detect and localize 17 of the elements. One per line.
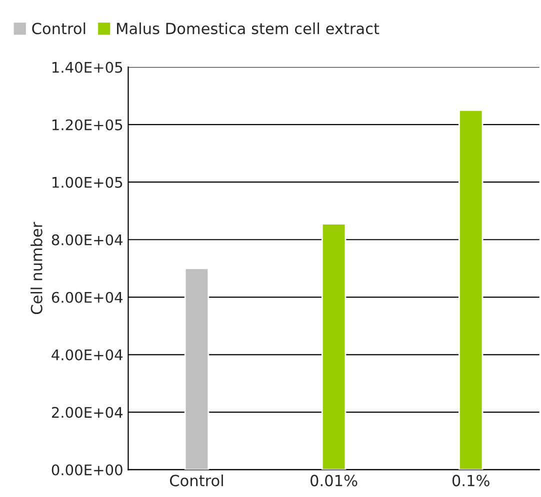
y-tick-label: 1.40E+05 (52, 62, 122, 73)
x-tick-label: 0.1% (452, 474, 490, 486)
legend-label: Control (32, 22, 86, 34)
y-tick-label: 0.00E+00 (52, 464, 122, 476)
legend-label: Malus Domestica stem cell extract (117, 22, 380, 34)
y-tick-label: 8.00E+04 (52, 234, 123, 246)
bar (458, 110, 484, 470)
y-axis-title: Cell number (30, 222, 42, 314)
y-tick-label: 2.00E+04 (52, 406, 123, 418)
y-tick-label: 6.00E+04 (52, 292, 123, 303)
y-tick-label: 1.00E+05 (52, 176, 122, 188)
y-tick-label: 1.20E+05 (52, 119, 122, 130)
bar (321, 223, 346, 470)
y-tick-label: 4.00E+04 (52, 349, 123, 360)
bar (184, 268, 210, 470)
x-tick-label: 0.01% (310, 474, 358, 486)
x-tick-label: Control (170, 474, 223, 486)
